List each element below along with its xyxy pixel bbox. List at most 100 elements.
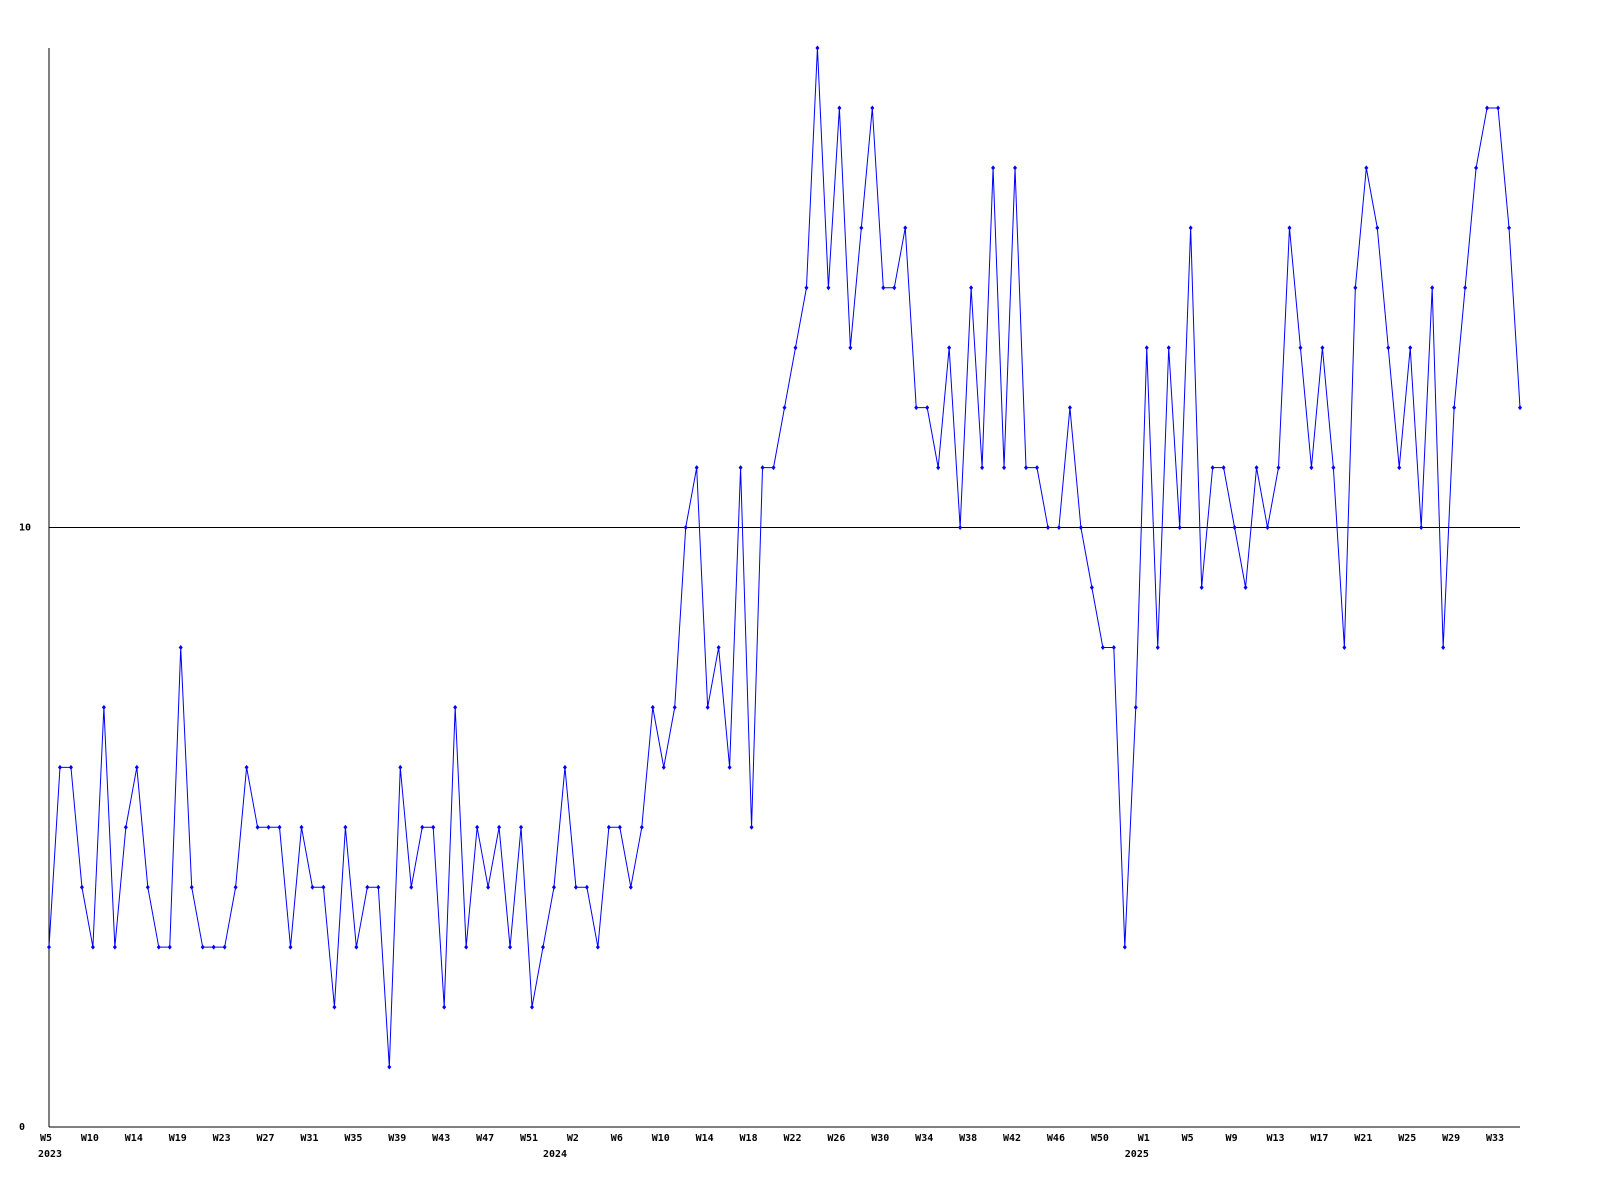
- point: [727, 764, 732, 770]
- point: [672, 704, 677, 710]
- point: [617, 824, 622, 830]
- point: [145, 884, 150, 890]
- point: [947, 345, 952, 351]
- point: [1441, 644, 1446, 650]
- point: [420, 824, 425, 830]
- x-tick-label: W46: [1047, 1133, 1065, 1144]
- point: [958, 525, 963, 531]
- point: [826, 285, 831, 291]
- point: [47, 944, 51, 950]
- point: [749, 824, 754, 830]
- point: [1320, 345, 1325, 351]
- x-tick-label: W10: [81, 1133, 99, 1144]
- series-line: [48, 47, 1521, 1068]
- point: [1298, 345, 1303, 351]
- point: [222, 944, 227, 950]
- point: [68, 764, 73, 770]
- x-tick-label: W25: [1398, 1133, 1416, 1144]
- point: [1430, 285, 1435, 291]
- x-tick-label: W23: [213, 1133, 231, 1144]
- point: [771, 465, 776, 471]
- point: [1122, 944, 1127, 950]
- point: [354, 944, 359, 950]
- point: [980, 465, 985, 471]
- point: [409, 884, 414, 890]
- point: [244, 764, 249, 770]
- x-tick-label: W47: [476, 1133, 494, 1144]
- point: [683, 525, 688, 531]
- point: [376, 884, 381, 890]
- point: [639, 824, 644, 830]
- x-tick-label: W34: [915, 1133, 933, 1144]
- point: [112, 944, 117, 950]
- point: [1111, 644, 1116, 650]
- point: [1496, 105, 1501, 111]
- point: [508, 944, 513, 950]
- point: [1221, 465, 1226, 471]
- point: [606, 824, 611, 830]
- x-tick-label: W27: [257, 1133, 275, 1144]
- point: [1067, 405, 1072, 411]
- point: [530, 1004, 535, 1010]
- point: [123, 824, 128, 830]
- point: [837, 105, 842, 111]
- point: [551, 884, 556, 890]
- point: [156, 944, 161, 950]
- point: [859, 225, 864, 231]
- point: [1419, 525, 1424, 531]
- point: [1353, 285, 1358, 291]
- point: [475, 824, 480, 830]
- point: [584, 884, 589, 890]
- point: [1144, 345, 1149, 351]
- x-tick-label: W26: [827, 1133, 845, 1144]
- point: [1243, 585, 1248, 590]
- x-tick-label: W5: [1182, 1133, 1194, 1144]
- point: [628, 884, 633, 890]
- point: [1188, 225, 1193, 231]
- point: [848, 345, 853, 351]
- point: [969, 285, 974, 291]
- x-tick-label: W5: [40, 1133, 52, 1144]
- point: [705, 704, 710, 710]
- point: [1276, 465, 1281, 471]
- point: [1232, 525, 1237, 531]
- point: [266, 824, 271, 830]
- y-tick-label: 0: [19, 1122, 25, 1133]
- x-tick-label: W6: [611, 1133, 623, 1144]
- point: [1155, 644, 1160, 650]
- point: [464, 944, 469, 950]
- year-label: 2024: [543, 1149, 567, 1160]
- point: [540, 944, 545, 950]
- point: [716, 644, 721, 650]
- point: [189, 884, 194, 890]
- point: [1342, 644, 1347, 650]
- x-tick-label: W35: [344, 1133, 362, 1144]
- point: [101, 704, 106, 710]
- point: [57, 764, 62, 770]
- point: [1089, 585, 1094, 590]
- point: [1177, 525, 1182, 531]
- point: [936, 465, 941, 471]
- x-tick-label: W51: [520, 1133, 538, 1144]
- point: [332, 1004, 337, 1010]
- x-tick-label: W14: [125, 1133, 143, 1144]
- x-tick-label: W14: [696, 1133, 714, 1144]
- point: [486, 884, 491, 890]
- point: [925, 405, 930, 411]
- x-tick-label: W19: [169, 1133, 187, 1144]
- x-tick-label: W31: [300, 1133, 318, 1144]
- point: [1386, 345, 1391, 351]
- point: [134, 764, 139, 770]
- point: [497, 824, 502, 830]
- point: [299, 824, 304, 830]
- point: [1265, 525, 1270, 531]
- point: [321, 884, 326, 890]
- x-tick-label: W18: [740, 1133, 758, 1144]
- point: [1287, 225, 1292, 231]
- x-tick-label: W39: [388, 1133, 406, 1144]
- point: [1056, 525, 1061, 531]
- x-tick-label: W13: [1266, 1133, 1284, 1144]
- point: [903, 225, 908, 231]
- point: [233, 884, 238, 890]
